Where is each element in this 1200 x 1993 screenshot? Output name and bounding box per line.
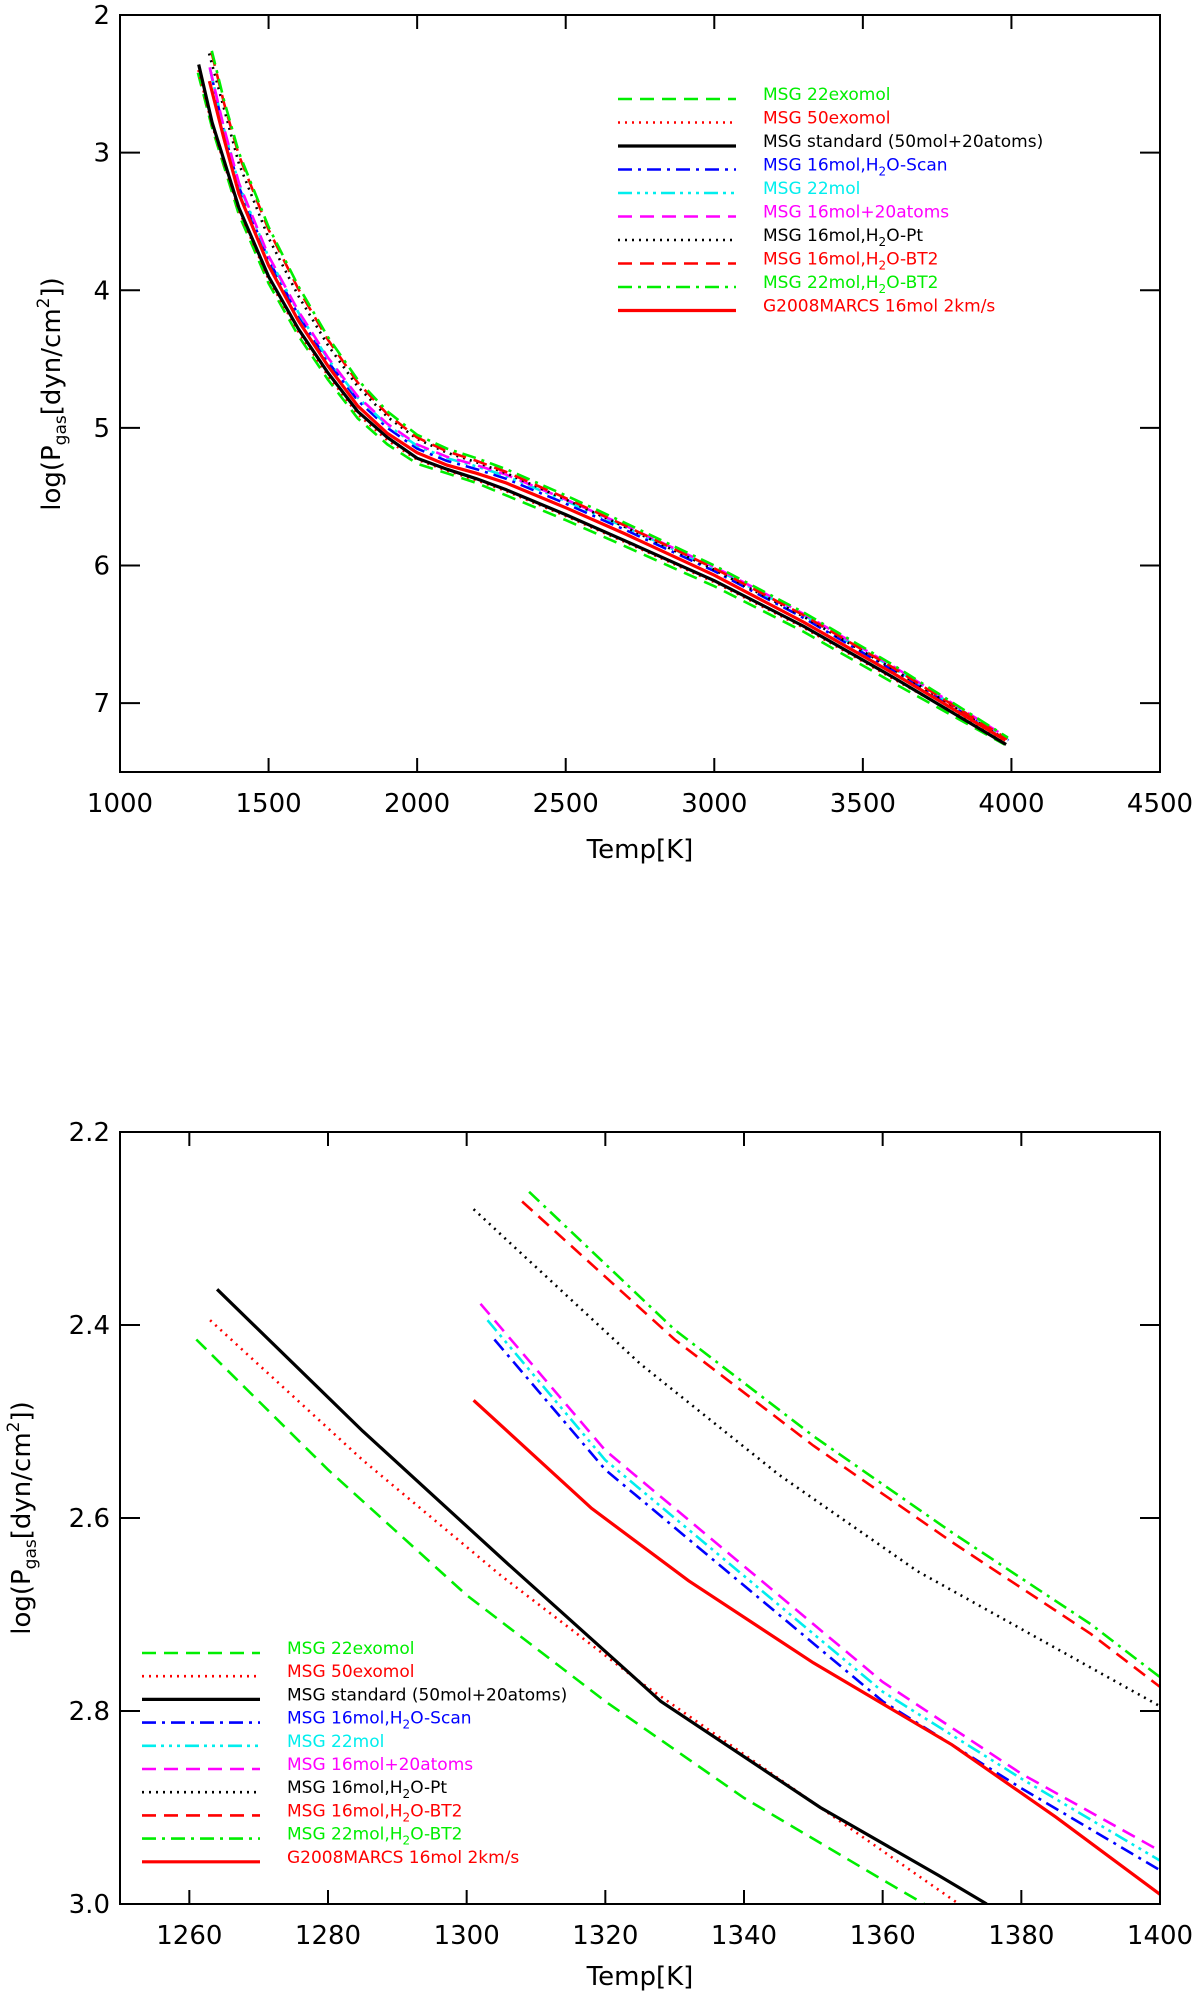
bot-y-tick-label-0: 2.2 [69, 1118, 110, 1148]
top-legend-label-3: MSG 16mol,H2O-Scan [763, 156, 948, 179]
top-x-tick-label-2: 2000 [384, 789, 450, 819]
top-panel: 1000 1500 2000 2500 3000 3500 4000 4500 2 3 4 5 6 7 M… [34, 1, 1193, 865]
top-legend-label-0: MSG 22exomol [763, 85, 890, 105]
bot-legend-label-8: MSG 22mol,H2O-BT2 [287, 1825, 462, 1848]
top-legend-label-8: MSG 22mol,H2O-BT2 [763, 273, 938, 296]
bot-series-line-3 [493, 1338, 1160, 1872]
top-y-tick-label-3: 5 [93, 414, 110, 444]
bot-series-line-5 [479, 1302, 1160, 1853]
bot-legend-label-7: MSG 16mol,H2O-BT2 [287, 1801, 462, 1824]
top-y-tick-label-1: 3 [93, 139, 110, 169]
bot-y-tick-label-1: 2.4 [69, 1311, 110, 1341]
top-legend-label-1: MSG 50exomol [763, 109, 890, 129]
top-legend-label-4: MSG 22mol [763, 179, 860, 199]
bot-x-tick-label-5: 1360 [850, 1921, 916, 1951]
bot-series-line-0 [195, 1338, 925, 1904]
bot-x-tick-label-1: 1280 [295, 1921, 361, 1951]
bot-y-tick-label-3: 2.8 [69, 1697, 110, 1727]
bot-legend-label-9: G2008MARCS 16mol 2km/s [287, 1848, 519, 1868]
bot-series-line-8 [528, 1190, 1160, 1679]
top-y-tick-label-4: 6 [93, 552, 110, 582]
top-x-axis-label: Temp[K] [586, 835, 694, 865]
bot-y-tick-label-2: 2.6 [69, 1504, 110, 1534]
top-x-tick-label-0: 1000 [87, 789, 153, 819]
top-x-tick-label-4: 3000 [681, 789, 747, 819]
bot-series-line-2 [215, 1288, 988, 1904]
top-legend-label-7: MSG 16mol,H2O-BT2 [763, 250, 938, 273]
bot-x-tick-label-6: 1380 [988, 1921, 1054, 1951]
top-series-line-0 [196, 72, 1006, 746]
top-y-axis-label: log(Pgas[dyn/cm2]) [34, 277, 71, 511]
bot-legend-label-1: MSG 50exomol [287, 1662, 414, 1682]
bottom-x-axis-label: Temp[K] [586, 1962, 694, 1992]
bot-series-line-7 [521, 1200, 1160, 1688]
bot-legend-label-5: MSG 16mol+20atoms [287, 1755, 473, 1775]
top-x-tick-label-7: 4500 [1127, 789, 1193, 819]
bot-y-tick-label-4: 3.0 [69, 1890, 110, 1920]
top-series-line-8 [210, 50, 1009, 739]
top-legend-label-9: G2008MARCS 16mol 2km/s [763, 297, 995, 317]
top-plot-frame [119, 14, 1161, 773]
bottom-y-axis-label: log(Pgas[dyn/cm2]) [4, 1401, 41, 1635]
top-series-line-9 [207, 80, 1007, 742]
bot-x-tick-label-4: 1340 [711, 1921, 777, 1951]
bot-x-tick-label-3: 1320 [572, 1921, 638, 1951]
top-x-tick-label-5: 3500 [830, 789, 896, 819]
bot-legend-label-6: MSG 16mol,H2O-Pt [287, 1778, 447, 1801]
top-legend-label-5: MSG 16mol+20atoms [763, 203, 949, 223]
bot-series-line-4 [486, 1319, 1160, 1862]
top-legend-label-2: MSG standard (50mol+20atoms) [763, 132, 1043, 152]
bot-legend-label-0: MSG 22exomol [287, 1639, 414, 1659]
bot-legend-label-4: MSG 22mol [287, 1732, 384, 1752]
bot-x-tick-label-7: 1400 [1127, 1921, 1193, 1951]
top-legend-label-6: MSG 16mol,H2O-Pt [763, 226, 923, 249]
top-y-tick-label-0: 2 [93, 1, 110, 31]
bot-legend-label-2: MSG standard (50mol+20atoms) [287, 1685, 567, 1705]
top-x-tick-label-1: 1500 [235, 789, 301, 819]
top-y-tick-label-2: 4 [93, 276, 110, 306]
bottom-plot-frame [119, 1131, 1161, 1905]
bot-series-line-6 [472, 1208, 1160, 1708]
top-series-line-2 [197, 64, 1007, 746]
bottom-panel: 1260 1280 1300 1320 1340 1360 1380 1400 2.2 2.4 2.… [4, 1118, 1193, 1992]
bot-x-tick-label-0: 1260 [156, 1921, 222, 1951]
top-series-line-3 [209, 71, 1010, 742]
bot-series-line-9 [472, 1399, 1160, 1896]
top-x-tick-label-3: 2500 [533, 789, 599, 819]
bot-x-tick-label-2: 1300 [434, 1921, 500, 1951]
bot-legend-label-3: MSG 16mol,H2O-Scan [287, 1709, 472, 1732]
top-x-tick-label-6: 4000 [978, 789, 1044, 819]
top-y-tick-label-5: 7 [93, 689, 110, 719]
